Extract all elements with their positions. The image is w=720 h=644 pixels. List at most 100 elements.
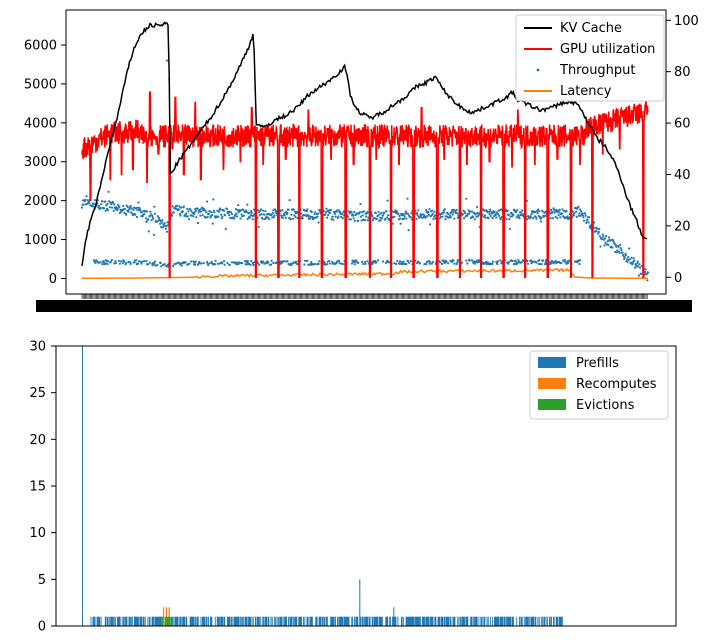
prefills-bar bbox=[542, 616, 544, 626]
throughput-point bbox=[136, 262, 140, 265]
prefills-bar bbox=[138, 616, 139, 626]
prefills-bar bbox=[229, 616, 231, 626]
throughput-point bbox=[153, 212, 157, 215]
throughput-point bbox=[615, 251, 619, 254]
prefills-bar bbox=[203, 616, 205, 626]
throughput-point bbox=[160, 225, 163, 229]
prefills-bar bbox=[112, 616, 114, 626]
prefills-bar bbox=[257, 616, 259, 626]
throughput-point bbox=[387, 214, 390, 217]
top-axes-frame bbox=[65, 9, 667, 295]
top-xtick-marks bbox=[81, 294, 648, 299]
throughput-point bbox=[353, 219, 356, 222]
throughput-point bbox=[110, 203, 113, 206]
throughput-point bbox=[275, 210, 278, 213]
throughput-point bbox=[190, 209, 193, 212]
throughput-point bbox=[179, 262, 183, 265]
prefills-bar bbox=[428, 616, 429, 626]
prefills-bar bbox=[533, 616, 535, 626]
throughput-point bbox=[543, 263, 547, 266]
prefills-bar bbox=[227, 616, 229, 626]
throughput-point bbox=[577, 205, 580, 208]
throughput-point bbox=[187, 218, 191, 221]
throughput-point bbox=[637, 265, 640, 268]
throughput-point bbox=[561, 208, 564, 211]
top-xtick-label-smear bbox=[36, 300, 692, 312]
throughput-point bbox=[165, 224, 168, 228]
throughput-point bbox=[317, 262, 320, 265]
throughput-point bbox=[636, 262, 639, 265]
prefills-bar bbox=[211, 616, 213, 626]
prefills-bar bbox=[342, 616, 344, 626]
prefills-bar bbox=[508, 616, 510, 626]
prefills-bar bbox=[153, 616, 155, 626]
throughput-point bbox=[439, 215, 442, 218]
prefills-bar bbox=[140, 616, 141, 626]
prefills-bar bbox=[275, 616, 277, 626]
prefills-bar bbox=[527, 616, 529, 626]
prefills-bar bbox=[419, 616, 421, 626]
throughput-point bbox=[636, 260, 639, 263]
throughput-point bbox=[418, 262, 421, 265]
throughput-point bbox=[294, 260, 297, 263]
prefills-bar bbox=[470, 616, 472, 626]
throughput-point bbox=[340, 262, 343, 265]
prefills-bar bbox=[535, 616, 537, 626]
throughput-point bbox=[163, 222, 166, 225]
throughput-point bbox=[294, 215, 297, 218]
throughput-point bbox=[140, 262, 143, 265]
prefills-bar bbox=[147, 616, 149, 626]
throughput-point bbox=[360, 219, 363, 222]
throughput-point bbox=[396, 259, 399, 263]
throughput-point bbox=[339, 210, 342, 213]
throughput-point bbox=[104, 209, 107, 212]
prefills-bar bbox=[217, 616, 219, 626]
prefills-bar bbox=[92, 616, 94, 626]
throughput-point bbox=[176, 204, 179, 207]
throughput-point bbox=[534, 210, 537, 214]
throughput-point bbox=[453, 217, 456, 220]
throughput-point bbox=[218, 262, 221, 265]
prefills-bar bbox=[409, 616, 411, 626]
throughput-point bbox=[465, 197, 468, 200]
throughput-point bbox=[398, 214, 401, 217]
top-right-ytick-label-0: 0 bbox=[674, 271, 682, 286]
throughput-point bbox=[181, 210, 184, 213]
throughput-point bbox=[151, 214, 154, 217]
prefills-bar bbox=[369, 616, 371, 626]
prefills-bar bbox=[131, 616, 133, 626]
prefills-bar bbox=[393, 607, 395, 626]
prefills-bar bbox=[556, 616, 558, 626]
prefills-bar bbox=[279, 616, 281, 626]
prefills-bar bbox=[248, 616, 249, 626]
throughput-point bbox=[198, 208, 201, 211]
throughput-point bbox=[363, 218, 367, 222]
throughput-point bbox=[452, 259, 455, 262]
prefills-bar bbox=[504, 616, 506, 626]
prefills-bar bbox=[345, 616, 347, 626]
top-legend: KV Cache GPU utilization Throughput Late… bbox=[515, 14, 665, 102]
prefills-bar bbox=[166, 616, 168, 626]
throughput-point bbox=[540, 216, 543, 219]
prefills-bar bbox=[224, 616, 226, 626]
prefills-bar bbox=[508, 616, 510, 626]
throughput-point bbox=[131, 214, 134, 217]
prefills-bar bbox=[484, 616, 486, 626]
throughput-point bbox=[324, 213, 327, 216]
throughput-point bbox=[118, 262, 121, 265]
prefills-bar bbox=[126, 616, 128, 626]
throughput-point bbox=[94, 261, 97, 264]
prefills-bar bbox=[532, 616, 533, 626]
prefills-bar bbox=[402, 616, 404, 626]
throughput-point bbox=[217, 215, 220, 218]
throughput-point bbox=[627, 256, 630, 259]
throughput-point bbox=[517, 214, 520, 217]
prefills-bar bbox=[544, 616, 546, 626]
throughput-point bbox=[246, 217, 249, 221]
throughput-point bbox=[175, 262, 178, 265]
throughput-point bbox=[578, 212, 581, 215]
throughput-point bbox=[316, 212, 320, 215]
prefills-bar bbox=[424, 616, 425, 626]
throughput-point bbox=[159, 222, 162, 225]
throughput-point bbox=[447, 212, 450, 216]
